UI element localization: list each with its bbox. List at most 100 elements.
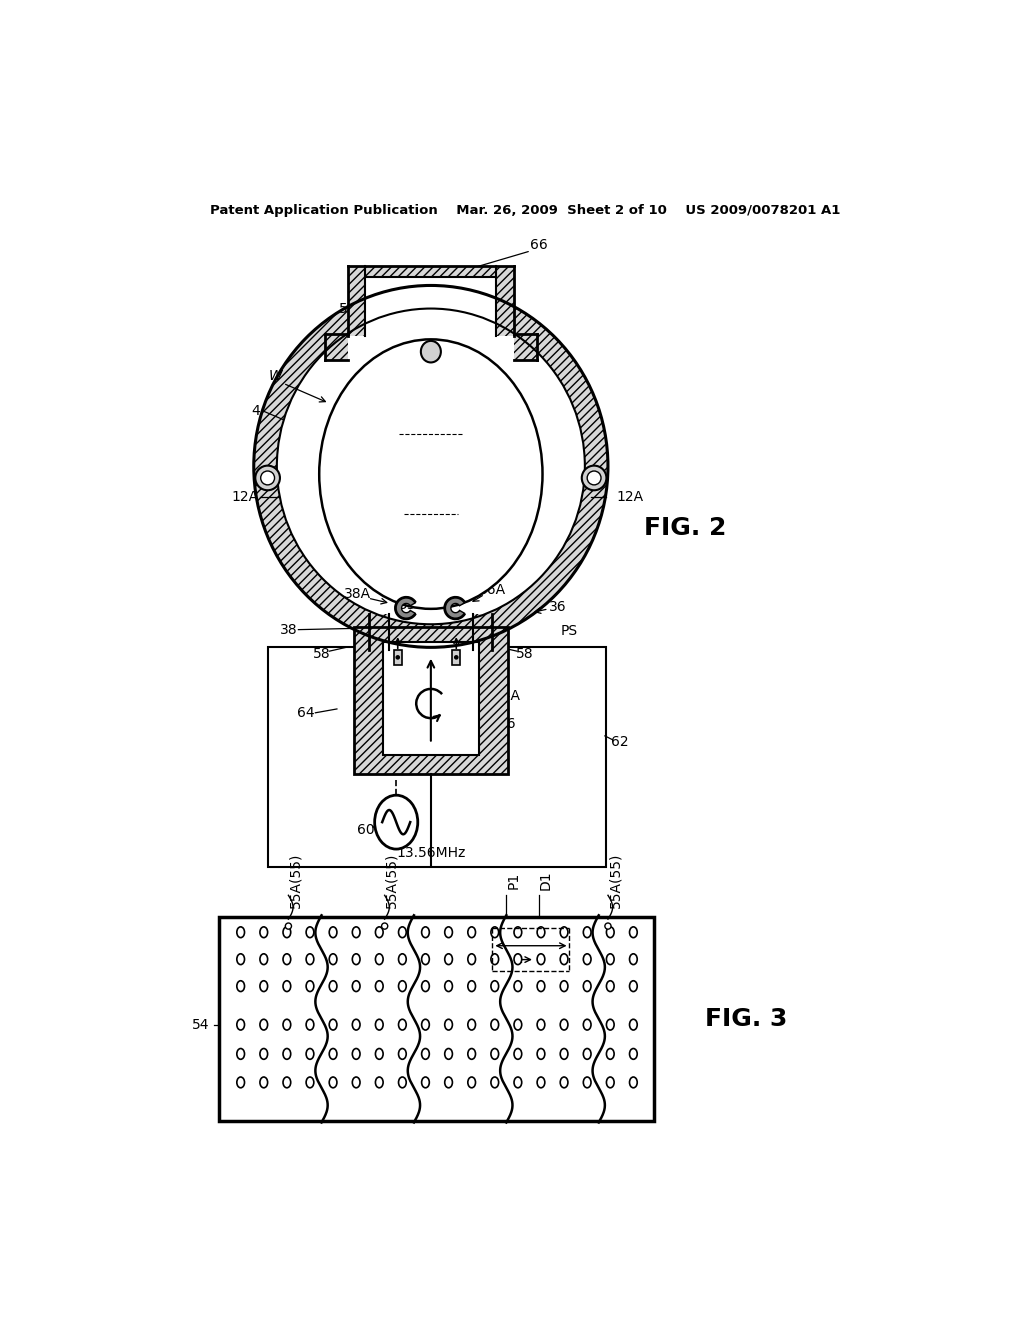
Circle shape bbox=[582, 466, 606, 490]
Ellipse shape bbox=[376, 981, 383, 991]
Ellipse shape bbox=[421, 341, 441, 363]
Ellipse shape bbox=[330, 1019, 337, 1030]
Bar bbox=[514, 334, 538, 360]
Circle shape bbox=[255, 466, 280, 490]
Ellipse shape bbox=[584, 954, 591, 965]
Ellipse shape bbox=[538, 954, 545, 965]
Ellipse shape bbox=[422, 954, 429, 965]
Ellipse shape bbox=[490, 927, 499, 937]
Ellipse shape bbox=[514, 1019, 521, 1030]
Ellipse shape bbox=[630, 1019, 637, 1030]
Ellipse shape bbox=[444, 1019, 453, 1030]
Ellipse shape bbox=[283, 1048, 291, 1059]
Text: 55A(55): 55A(55) bbox=[289, 853, 302, 908]
Ellipse shape bbox=[306, 927, 313, 937]
Ellipse shape bbox=[330, 1077, 337, 1088]
Circle shape bbox=[395, 655, 400, 660]
Ellipse shape bbox=[237, 927, 245, 937]
Text: 34: 34 bbox=[413, 764, 430, 779]
Text: 60: 60 bbox=[356, 822, 374, 837]
Text: 66: 66 bbox=[529, 239, 548, 252]
Ellipse shape bbox=[490, 1077, 499, 1088]
Text: 36: 36 bbox=[549, 599, 566, 614]
Ellipse shape bbox=[237, 981, 245, 991]
Text: PS: PS bbox=[561, 624, 578, 638]
Ellipse shape bbox=[398, 1048, 407, 1059]
Ellipse shape bbox=[584, 981, 591, 991]
Wedge shape bbox=[444, 598, 465, 619]
Text: 55: 55 bbox=[399, 598, 417, 612]
Bar bbox=[497, 267, 514, 335]
Ellipse shape bbox=[538, 1019, 545, 1030]
Ellipse shape bbox=[306, 1048, 313, 1059]
Ellipse shape bbox=[490, 1019, 499, 1030]
Bar bbox=[325, 334, 348, 360]
Ellipse shape bbox=[538, 981, 545, 991]
Bar bbox=[366, 267, 497, 335]
Ellipse shape bbox=[560, 954, 568, 965]
Ellipse shape bbox=[468, 1019, 475, 1030]
Bar bbox=[394, 649, 401, 665]
Ellipse shape bbox=[514, 1077, 521, 1088]
Text: 12A: 12A bbox=[616, 490, 643, 504]
Ellipse shape bbox=[560, 1048, 568, 1059]
Ellipse shape bbox=[237, 1048, 245, 1059]
Bar bbox=[348, 267, 366, 335]
Ellipse shape bbox=[283, 1019, 291, 1030]
Ellipse shape bbox=[630, 954, 637, 965]
Ellipse shape bbox=[514, 1048, 521, 1059]
Ellipse shape bbox=[260, 1019, 267, 1030]
Ellipse shape bbox=[398, 1019, 407, 1030]
Ellipse shape bbox=[584, 1048, 591, 1059]
Circle shape bbox=[261, 471, 274, 484]
Text: 54: 54 bbox=[416, 598, 433, 612]
Ellipse shape bbox=[330, 954, 337, 965]
Ellipse shape bbox=[319, 339, 543, 609]
Ellipse shape bbox=[490, 1048, 499, 1059]
Ellipse shape bbox=[330, 981, 337, 991]
Ellipse shape bbox=[352, 981, 360, 991]
Ellipse shape bbox=[376, 954, 383, 965]
Text: 54: 54 bbox=[193, 1018, 210, 1032]
Text: 4: 4 bbox=[252, 404, 260, 418]
Text: 55A(55): 55A(55) bbox=[608, 853, 622, 908]
Ellipse shape bbox=[352, 1019, 360, 1030]
Ellipse shape bbox=[444, 927, 453, 937]
Ellipse shape bbox=[422, 1048, 429, 1059]
Bar bbox=[453, 649, 460, 665]
Circle shape bbox=[286, 923, 292, 929]
Ellipse shape bbox=[584, 927, 591, 937]
Text: 38: 38 bbox=[280, 623, 297, 636]
Text: 55: 55 bbox=[433, 598, 451, 612]
Ellipse shape bbox=[352, 927, 360, 937]
Ellipse shape bbox=[468, 1048, 475, 1059]
Text: 58: 58 bbox=[516, 647, 534, 661]
Bar bbox=[370, 614, 388, 649]
Ellipse shape bbox=[630, 927, 637, 937]
Ellipse shape bbox=[376, 1048, 383, 1059]
Ellipse shape bbox=[444, 954, 453, 965]
Ellipse shape bbox=[306, 954, 313, 965]
Ellipse shape bbox=[237, 954, 245, 965]
Text: 34A: 34A bbox=[495, 689, 521, 702]
Ellipse shape bbox=[514, 981, 521, 991]
Text: 13.56MHz: 13.56MHz bbox=[396, 846, 466, 859]
Text: Patent Application Publication    Mar. 26, 2009  Sheet 2 of 10    US 2009/007820: Patent Application Publication Mar. 26, … bbox=[210, 205, 840, 218]
Ellipse shape bbox=[606, 1019, 614, 1030]
Ellipse shape bbox=[376, 1077, 383, 1088]
Ellipse shape bbox=[560, 1019, 568, 1030]
Text: 58: 58 bbox=[312, 647, 331, 661]
Ellipse shape bbox=[352, 954, 360, 965]
Circle shape bbox=[382, 923, 388, 929]
Ellipse shape bbox=[283, 981, 291, 991]
Text: D1: D1 bbox=[539, 870, 553, 890]
Ellipse shape bbox=[444, 981, 453, 991]
Text: 38A: 38A bbox=[344, 587, 372, 601]
Ellipse shape bbox=[260, 1048, 267, 1059]
Ellipse shape bbox=[260, 1077, 267, 1088]
Ellipse shape bbox=[560, 981, 568, 991]
Bar bbox=[219, 917, 654, 1121]
Ellipse shape bbox=[375, 795, 418, 849]
Ellipse shape bbox=[444, 1048, 453, 1059]
Ellipse shape bbox=[468, 1077, 475, 1088]
